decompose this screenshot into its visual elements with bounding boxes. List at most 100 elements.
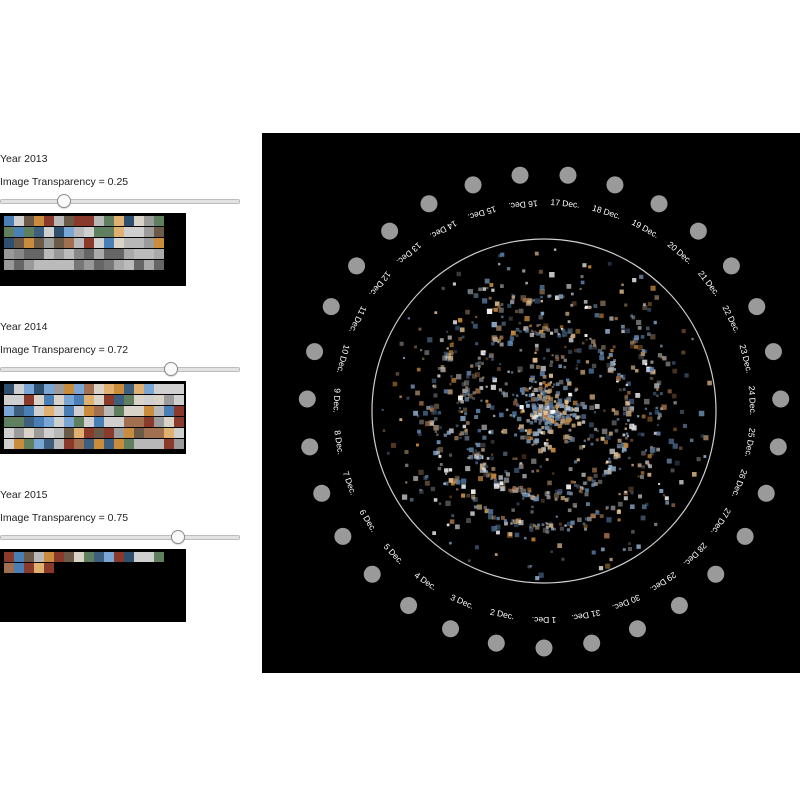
day-filter-button[interactable] bbox=[334, 527, 352, 545]
day-filter-button[interactable] bbox=[670, 597, 688, 615]
photo-pixel bbox=[526, 439, 531, 444]
day-filter-button[interactable] bbox=[764, 343, 782, 361]
day-filter-button[interactable] bbox=[736, 527, 754, 545]
photo-pixel bbox=[494, 553, 498, 556]
day-label: 6 Dec. bbox=[357, 508, 378, 534]
photo-cloud bbox=[381, 248, 712, 581]
photo-pixel bbox=[584, 492, 589, 497]
photo-pixel bbox=[525, 492, 530, 498]
day-filter-button[interactable] bbox=[748, 298, 766, 316]
photo-pixel bbox=[649, 367, 654, 372]
photo-pixel bbox=[530, 397, 536, 402]
photo-pixel bbox=[531, 330, 537, 336]
thumbnail-image bbox=[134, 428, 144, 438]
day-filter-button[interactable] bbox=[606, 176, 624, 194]
thumbnail-image bbox=[24, 406, 34, 416]
photo-pixel bbox=[520, 410, 524, 414]
thumbnail-image bbox=[4, 406, 14, 416]
day-filter-button[interactable] bbox=[511, 166, 529, 184]
photo-pixel bbox=[613, 362, 617, 366]
photo-pixel bbox=[530, 385, 533, 388]
photo-pixel bbox=[580, 401, 585, 407]
photo-pixel bbox=[432, 420, 435, 423]
day-filter-button[interactable] bbox=[306, 343, 324, 361]
photo-pixel bbox=[544, 442, 549, 447]
photo-pixel bbox=[439, 463, 443, 466]
day-filter-button[interactable] bbox=[559, 166, 577, 184]
photo-pixel bbox=[417, 429, 421, 434]
thumbnail-image bbox=[14, 216, 24, 226]
day-filter-button[interactable] bbox=[650, 195, 668, 213]
day-filter-button[interactable] bbox=[464, 176, 482, 194]
photo-pixel bbox=[593, 411, 597, 414]
photo-pixel bbox=[449, 541, 452, 545]
photo-pixel bbox=[657, 353, 663, 358]
year-label: Year 2013 bbox=[0, 153, 48, 165]
day-label: 13 Dec. bbox=[395, 240, 424, 267]
photo-pixel bbox=[599, 514, 604, 519]
day-filter-button[interactable] bbox=[322, 298, 340, 316]
day-filter-button[interactable] bbox=[757, 484, 775, 502]
photo-pixel bbox=[523, 536, 527, 540]
photo-pixel bbox=[555, 489, 559, 494]
day-filter-button[interactable] bbox=[535, 639, 553, 657]
transparency-slider[interactable] bbox=[0, 194, 240, 208]
day-filter-button[interactable] bbox=[689, 222, 707, 240]
day-filter-button[interactable] bbox=[442, 620, 460, 638]
day-filter-button[interactable] bbox=[381, 222, 399, 240]
slider-thumb[interactable] bbox=[164, 362, 179, 376]
day-filter-button[interactable] bbox=[348, 257, 366, 275]
photo-pixel bbox=[667, 389, 672, 394]
transparency-slider[interactable] bbox=[0, 530, 240, 544]
thumbnail-image bbox=[44, 428, 54, 438]
day-filter-button[interactable] bbox=[301, 438, 319, 456]
thumbnail-image bbox=[24, 395, 34, 405]
thumbnail-image bbox=[44, 552, 54, 562]
day-filter-button[interactable] bbox=[583, 634, 601, 652]
photo-pixel bbox=[641, 414, 646, 419]
photo-pixel bbox=[528, 377, 534, 382]
photo-pixel bbox=[416, 414, 420, 418]
day-filter-button[interactable] bbox=[772, 390, 790, 408]
photo-pixel bbox=[435, 433, 439, 437]
day-filter-button[interactable] bbox=[769, 438, 787, 456]
photo-pixel bbox=[503, 477, 510, 483]
photo-pixel bbox=[540, 365, 546, 372]
photo-pixel bbox=[583, 300, 588, 304]
photo-pixel bbox=[471, 321, 474, 324]
day-filter-button[interactable] bbox=[707, 565, 725, 583]
photo-pixel bbox=[510, 522, 513, 525]
photo-pixel bbox=[502, 428, 508, 434]
day-filter-button[interactable] bbox=[298, 390, 316, 408]
photo-pixel bbox=[622, 388, 626, 391]
thumbnail-image bbox=[34, 249, 44, 259]
thumbnail-image bbox=[154, 417, 164, 427]
photo-pixel bbox=[493, 414, 496, 418]
day-filter-button[interactable] bbox=[487, 634, 505, 652]
photo-pixel bbox=[601, 345, 606, 350]
day-filter-button[interactable] bbox=[628, 620, 646, 638]
photo-pixel bbox=[563, 358, 567, 362]
photo-pixel bbox=[502, 392, 508, 398]
photo-pixel bbox=[533, 387, 538, 393]
photo-pixel bbox=[650, 445, 653, 449]
photo-pixel bbox=[468, 454, 474, 460]
slider-thumb[interactable] bbox=[171, 530, 185, 544]
day-label: 11 Dec. bbox=[347, 305, 369, 335]
photo-pixel bbox=[609, 316, 614, 321]
day-filter-button[interactable] bbox=[313, 484, 331, 502]
day-filter-button[interactable] bbox=[363, 565, 381, 583]
photo-pixel bbox=[542, 374, 547, 379]
transparency-slider[interactable] bbox=[0, 362, 240, 376]
photo-pixel bbox=[637, 475, 640, 478]
slider-thumb[interactable] bbox=[57, 194, 71, 208]
photo-pixel bbox=[459, 436, 462, 440]
day-filter-button[interactable] bbox=[722, 257, 740, 275]
day-filter-button[interactable] bbox=[400, 597, 418, 615]
photo-pixel bbox=[455, 524, 460, 530]
photo-pixel bbox=[518, 464, 524, 469]
photo-pixel bbox=[613, 410, 619, 416]
photo-pixel bbox=[616, 509, 621, 514]
thumbnail-image bbox=[114, 260, 124, 270]
day-filter-button[interactable] bbox=[420, 195, 438, 213]
